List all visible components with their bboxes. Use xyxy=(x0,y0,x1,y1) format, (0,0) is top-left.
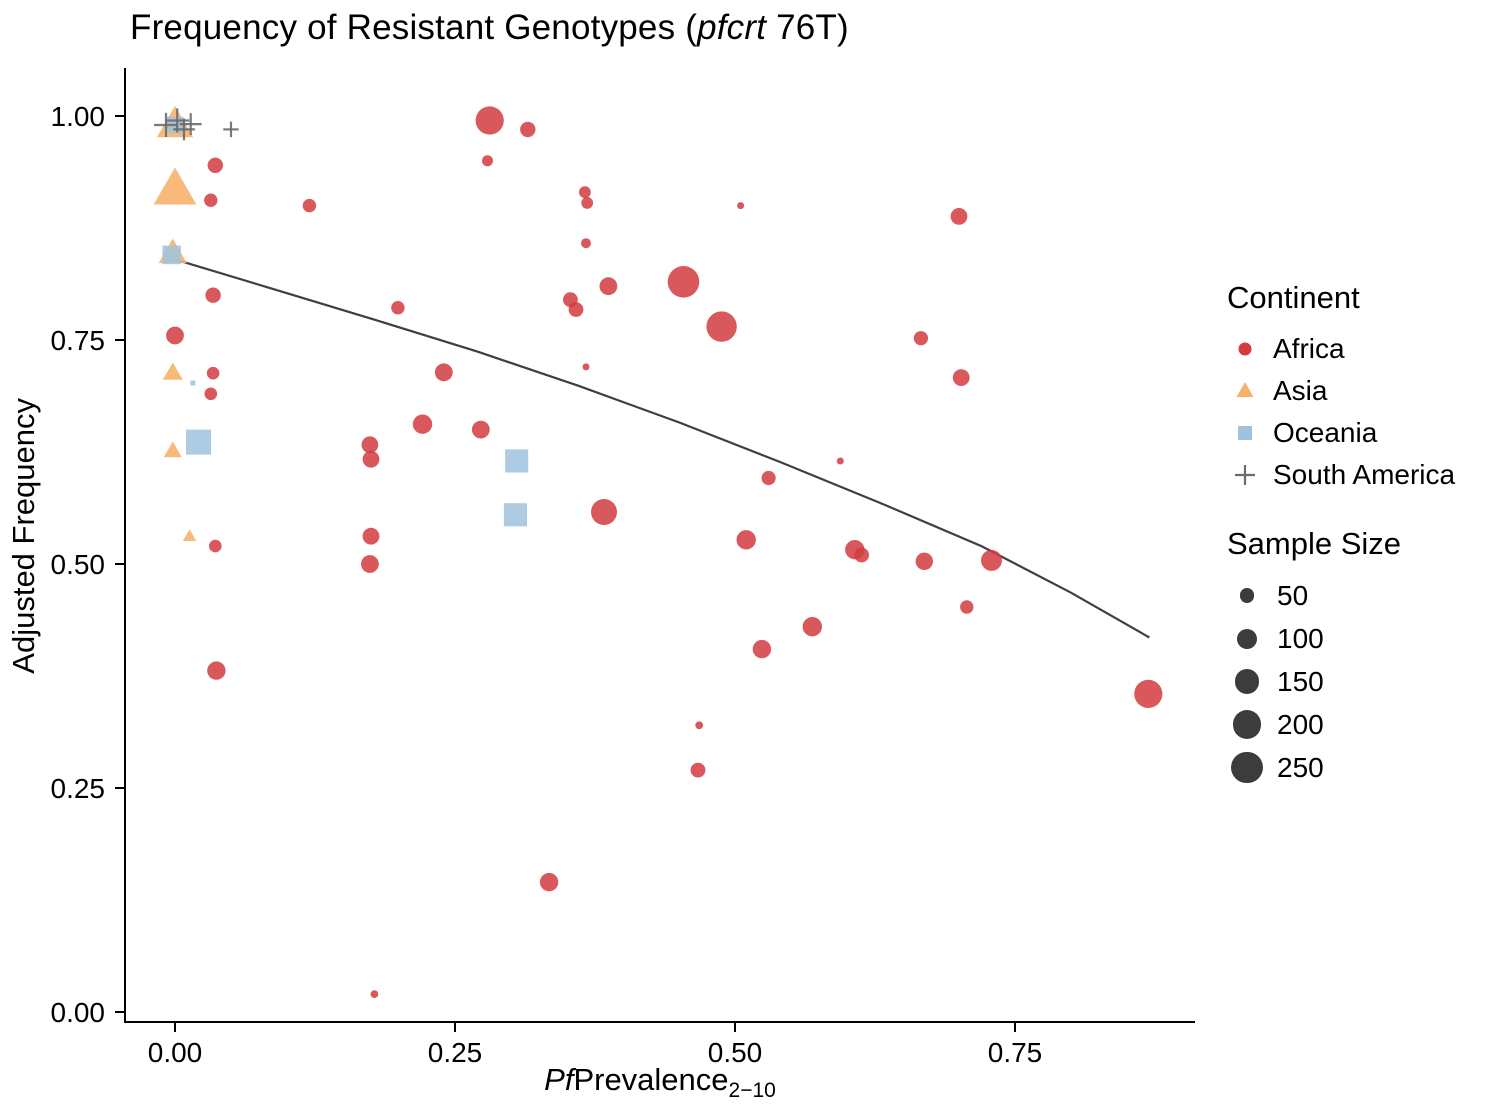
legend-size-item-250: 250 xyxy=(1227,746,1455,789)
svg-text:0.75: 0.75 xyxy=(51,325,106,356)
legend-item-label: Africa xyxy=(1273,333,1345,364)
x-axis-label: PfPrevalence2−10 xyxy=(125,1062,1195,1103)
legend: Continent Africa Asia Oceania South Amer… xyxy=(1227,280,1455,789)
south-america-plus-icon xyxy=(1227,458,1263,492)
legend-item-south-america: South America xyxy=(1227,454,1455,496)
legend-item-label: Asia xyxy=(1273,375,1328,406)
chart-title: Frequency of Resistant Genotypes (pfcrt … xyxy=(130,8,849,48)
svg-text:0.50: 0.50 xyxy=(51,549,106,580)
size-marker-box xyxy=(1227,710,1267,739)
legend-size-label: 250 xyxy=(1277,751,1324,783)
legend-size-item-50: 50 xyxy=(1227,574,1455,617)
svg-text:0.25: 0.25 xyxy=(428,1037,483,1068)
oceania-square-icon xyxy=(1227,416,1263,450)
legend-item-africa: Africa xyxy=(1227,328,1455,370)
legend-item-oceania: Oceania xyxy=(1227,412,1455,454)
svg-text:0.50: 0.50 xyxy=(708,1037,763,1068)
size-circle-icon xyxy=(1237,628,1257,649)
chart-title-suffix: 76T) xyxy=(766,8,849,47)
legend-item-label: South America xyxy=(1273,459,1456,490)
svg-text:0.00: 0.00 xyxy=(51,997,106,1028)
size-marker-box xyxy=(1227,751,1267,784)
legend-size-item-150: 150 xyxy=(1227,660,1455,703)
legend-size-title: Sample Size xyxy=(1227,526,1402,561)
africa-circle-icon xyxy=(1227,332,1263,366)
series-asia xyxy=(153,105,197,541)
svg-text:0.00: 0.00 xyxy=(148,1037,203,1068)
size-circle-icon xyxy=(1231,751,1263,784)
svg-text:1.00: 1.00 xyxy=(51,101,106,132)
size-circle-icon xyxy=(1234,669,1260,694)
chart-title-prefix: Frequency of Resistant Genotypes ( xyxy=(130,8,698,47)
size-circle-icon xyxy=(1239,588,1255,603)
chart-title-italic: pfcrt xyxy=(697,8,767,47)
x-axis-label-main: Prevalence xyxy=(573,1062,729,1097)
legend-size-item-200: 200 xyxy=(1227,703,1455,746)
legend-continent-title: Continent xyxy=(1227,280,1360,315)
size-marker-box xyxy=(1227,669,1267,694)
size-marker-box xyxy=(1227,588,1267,603)
size-marker-box xyxy=(1227,628,1267,649)
legend-size-item-100: 100 xyxy=(1227,617,1455,660)
legend-item-label: Oceania xyxy=(1273,417,1378,448)
series-south-america xyxy=(154,108,239,141)
x-axis-label-italic: Pf xyxy=(544,1062,574,1097)
x-axis-label-subscript: 2−10 xyxy=(728,1079,776,1103)
legend-size-label: 150 xyxy=(1277,665,1324,697)
asia-triangle-icon xyxy=(1227,374,1263,408)
legend-item-asia: Asia xyxy=(1227,370,1455,412)
legend-size-label: 100 xyxy=(1277,622,1324,654)
legend-size-label: 50 xyxy=(1277,579,1309,611)
series-africa xyxy=(166,106,1163,998)
svg-text:0.75: 0.75 xyxy=(988,1037,1043,1068)
series-oceania xyxy=(162,116,529,527)
svg-text:0.25: 0.25 xyxy=(51,773,106,804)
size-circle-icon xyxy=(1232,710,1262,739)
legend-size-label: 200 xyxy=(1277,708,1324,740)
